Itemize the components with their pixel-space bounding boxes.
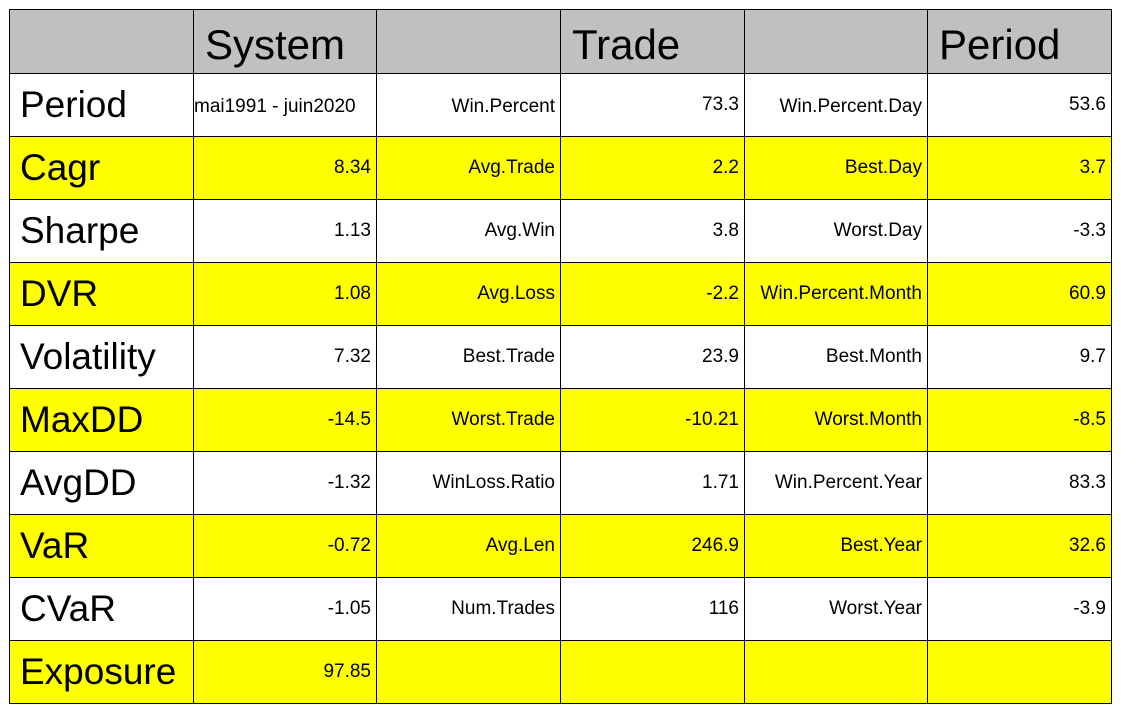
metric-label: Win.Percent: [376, 73, 561, 137]
table-row: Cagr 8.34 Avg.Trade 2.2 Best.Day 3.7: [9, 136, 1112, 200]
metric-label: Worst.Trade: [376, 388, 561, 452]
header-cell: Period: [927, 9, 1112, 74]
metric-value: 73.3: [560, 73, 745, 137]
header-cell: System: [193, 9, 377, 74]
metric-value: 1.71: [560, 451, 745, 515]
metric-label: Avg.Len: [376, 514, 561, 578]
metric-label: Worst.Year: [744, 577, 928, 641]
table-row: AvgDD -1.32 WinLoss.Ratio 1.71 Win.Percent.Y…: [9, 451, 1112, 515]
metric-label: WinLoss.Ratio: [376, 451, 561, 515]
metric-label: Win.Percent.Day: [744, 73, 928, 137]
header-cell: Trade: [560, 9, 745, 74]
metric-value: 60.9: [927, 262, 1112, 326]
metric-label: Best.Day: [744, 136, 928, 200]
metric-label: Best.Month: [744, 325, 928, 389]
metric-value: 3.7: [927, 136, 1112, 200]
header-cell: [744, 9, 928, 74]
metric-value: -10.21: [560, 388, 745, 452]
metric-value: 7.32: [193, 325, 377, 389]
metric-label: Best.Trade: [376, 325, 561, 389]
row-label: MaxDD: [9, 388, 194, 452]
metric-value: -8.5: [927, 388, 1112, 452]
metric-label: Win.Percent.Month: [744, 262, 928, 326]
table-row: Sharpe 1.13 Avg.Win 3.8 Worst.Day -3.3: [9, 199, 1112, 263]
metric-value: 246.9: [560, 514, 745, 578]
metric-value: -3.9: [927, 577, 1112, 641]
metric-label: Avg.Loss: [376, 262, 561, 326]
table-row: CVaR -1.05 Num.Trades 116 Worst.Year -3.9: [9, 577, 1112, 641]
metric-value: 1.13: [193, 199, 377, 263]
row-label: CVaR: [9, 577, 194, 641]
row-label: VaR: [9, 514, 194, 578]
metric-label: Best.Year: [744, 514, 928, 578]
metric-label: Avg.Trade: [376, 136, 561, 200]
metric-label: [744, 640, 928, 704]
metric-value: -0.72: [193, 514, 377, 578]
metric-value: 2.2: [560, 136, 745, 200]
metric-value: -2.2: [560, 262, 745, 326]
table-row: VaR -0.72 Avg.Len 246.9 Best.Year 32.6: [9, 514, 1112, 578]
metric-value: 53.6: [927, 73, 1112, 137]
table-row: Period mai1991 - juin2020 Win.Percent 73.3 W…: [9, 73, 1112, 137]
stats-table: System Trade Period Period mai1991 - juin202…: [9, 9, 1112, 704]
header-cell: [376, 9, 561, 74]
table-row: Exposure 97.85: [9, 640, 1112, 704]
row-label: DVR: [9, 262, 194, 326]
metric-value: [927, 640, 1112, 704]
metric-value: 116: [560, 577, 745, 641]
row-label: Exposure: [9, 640, 194, 704]
metric-value: -14.5: [193, 388, 377, 452]
metric-label: Win.Percent.Year: [744, 451, 928, 515]
metric-value: -1.32: [193, 451, 377, 515]
metric-value: 97.85: [193, 640, 377, 704]
metric-label: Num.Trades: [376, 577, 561, 641]
row-label: AvgDD: [9, 451, 194, 515]
table-row: DVR 1.08 Avg.Loss -2.2 Win.Percent.Month 60.9: [9, 262, 1112, 326]
metric-label: [376, 640, 561, 704]
metric-value: 3.8: [560, 199, 745, 263]
metric-value: 8.34: [193, 136, 377, 200]
metric-label: Worst.Day: [744, 199, 928, 263]
table-row: Volatility 7.32 Best.Trade 23.9 Best.Month 9.…: [9, 325, 1112, 389]
row-label: Cagr: [9, 136, 194, 200]
metric-label: Worst.Month: [744, 388, 928, 452]
header-cell: [9, 9, 194, 74]
table-row: MaxDD -14.5 Worst.Trade -10.21 Worst.Month -8…: [9, 388, 1112, 452]
metric-value: 83.3: [927, 451, 1112, 515]
metric-value: -1.05: [193, 577, 377, 641]
metric-value: 1.08: [193, 262, 377, 326]
row-label: Period: [9, 73, 194, 137]
table-cell: mai1991 - juin2020: [193, 73, 377, 137]
metric-value: 9.7: [927, 325, 1112, 389]
metric-value: [560, 640, 745, 704]
metric-value: 23.9: [560, 325, 745, 389]
metric-value: -3.3: [927, 199, 1112, 263]
metric-value: 32.6: [927, 514, 1112, 578]
row-label: Sharpe: [9, 199, 194, 263]
row-label: Volatility: [9, 325, 194, 389]
header-row: System Trade Period: [9, 9, 1112, 74]
metric-label: Avg.Win: [376, 199, 561, 263]
